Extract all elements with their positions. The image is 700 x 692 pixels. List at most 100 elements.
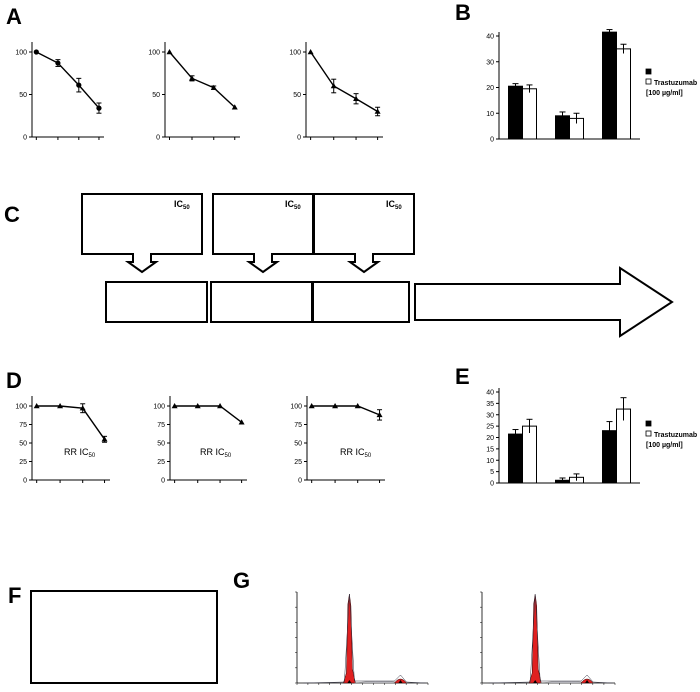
data-point	[210, 84, 217, 90]
rr-ic-subscript: 50	[89, 453, 96, 459]
legend-swatch	[645, 68, 652, 75]
data-point	[194, 403, 201, 409]
ic-subscript: 50	[183, 205, 190, 211]
peak-marker	[585, 680, 590, 683]
timepoint-box	[210, 281, 313, 323]
data-point	[55, 60, 61, 66]
legend-label-line: Trastuzumab	[654, 80, 697, 87]
rr-ic50-label: RR IC50	[340, 447, 372, 459]
line-chart-akg: 0 50 100	[15, 42, 104, 142]
ic50-callout-box	[81, 193, 203, 274]
timeline-arrow	[414, 266, 674, 338]
s-phase-area	[540, 681, 583, 684]
panel-label-b: B	[455, 0, 471, 25]
series-line	[168, 51, 236, 108]
ic-text: IC	[285, 199, 295, 209]
data-point	[76, 82, 82, 88]
y-tick-label: 50	[293, 92, 301, 99]
data-point	[101, 436, 108, 442]
legend-swatch	[645, 430, 652, 437]
g0-g1-peak	[343, 593, 356, 684]
data-point	[33, 403, 40, 409]
ic50-header: IC50	[386, 199, 402, 211]
data-point	[308, 403, 315, 409]
series-line	[36, 405, 106, 440]
y-tick-label: 30	[486, 412, 494, 419]
data-point	[354, 403, 361, 409]
bar	[602, 31, 617, 140]
y-tick-label: 0	[156, 135, 160, 142]
y-tick-label: 0	[297, 135, 301, 142]
ic-text: IC	[386, 199, 396, 209]
y-tick-label: 100	[148, 50, 160, 57]
y-tick-label: 0	[298, 478, 302, 485]
bar	[522, 425, 537, 484]
y-tick-label: 25	[294, 459, 302, 466]
y-tick-label: 0	[23, 135, 27, 142]
y-tick-label: 50	[19, 92, 27, 99]
y-tick-label: 10	[486, 111, 494, 118]
data-point	[376, 411, 383, 418]
histogram-outline	[303, 593, 426, 684]
y-tick-label: 25	[486, 424, 494, 431]
y-tick-label: 100	[15, 404, 27, 411]
series-line	[36, 51, 100, 109]
series-line	[311, 405, 380, 416]
data-point	[353, 95, 360, 101]
data-point	[238, 419, 245, 425]
panel-c-timeline: IC50 IC50 IC50	[81, 193, 674, 338]
y-tick-label: 40	[486, 34, 494, 41]
y-tick-label: 50	[157, 441, 165, 448]
panel-label-f: F	[8, 583, 21, 608]
y-tick-label: 50	[152, 92, 160, 99]
y-tick-label: 20	[486, 435, 494, 442]
table-border	[30, 590, 218, 684]
legend-label-trastuzumab: Trastuzumab [100 µg/ml]	[646, 432, 697, 449]
line-chart-nci-n87: 0 50 100	[289, 42, 383, 142]
rr-ic50-label: RR IC50	[200, 447, 232, 459]
timepoint-box	[312, 281, 410, 323]
data-point	[33, 49, 39, 55]
y-tick-label: 100	[290, 404, 302, 411]
line-chart-kkp: 0 50 100	[148, 42, 240, 142]
data-point	[332, 403, 339, 409]
peak-marker	[347, 680, 352, 683]
y-tick-label: 100	[15, 50, 27, 57]
y-tick-label: 0	[490, 137, 494, 144]
y-tick-label: 25	[157, 459, 165, 466]
y-tick-label: 50	[294, 441, 302, 448]
cell-cycle-histograms	[295, 591, 616, 685]
histogram-outline	[488, 593, 613, 684]
data-point	[166, 49, 173, 55]
bar-chart-brdu: 0 10 20 30 40 Trastuzumab [100 µg/ml]	[486, 29, 697, 144]
y-tick-label: 100	[153, 404, 165, 411]
y-tick-label: 35	[486, 401, 494, 408]
y-tick-label: 75	[157, 422, 165, 429]
peak-marker	[533, 680, 538, 683]
y-tick-label: 0	[161, 478, 165, 485]
data-point	[189, 75, 195, 81]
data-point	[57, 403, 64, 409]
legend-label-line: [100 µg/ml]	[646, 90, 683, 97]
legend-label-line: [100 µg/ml]	[646, 442, 683, 449]
y-tick-label: 40	[486, 390, 494, 397]
y-tick-label: 100	[289, 50, 301, 57]
rr-ic-text: RR IC	[200, 447, 225, 457]
doubling-time-table	[30, 590, 218, 684]
g0-g1-peak	[528, 593, 542, 684]
y-tick-label: 75	[19, 422, 27, 429]
ic50-callout-box	[313, 193, 415, 274]
y-tick-label: 20	[486, 85, 494, 92]
legend-label-trastuzumab: Trastuzumab [100 µg/ml]	[646, 80, 697, 97]
series-line	[310, 51, 378, 113]
data-point	[374, 108, 381, 114]
legend-label-line: Trastuzumab	[654, 432, 697, 439]
panel-label-e: E	[455, 364, 470, 389]
data-point	[330, 83, 337, 89]
data-point	[231, 104, 238, 110]
panel-label-d: D	[6, 368, 22, 393]
rr-ic-subscript: 50	[225, 453, 232, 459]
